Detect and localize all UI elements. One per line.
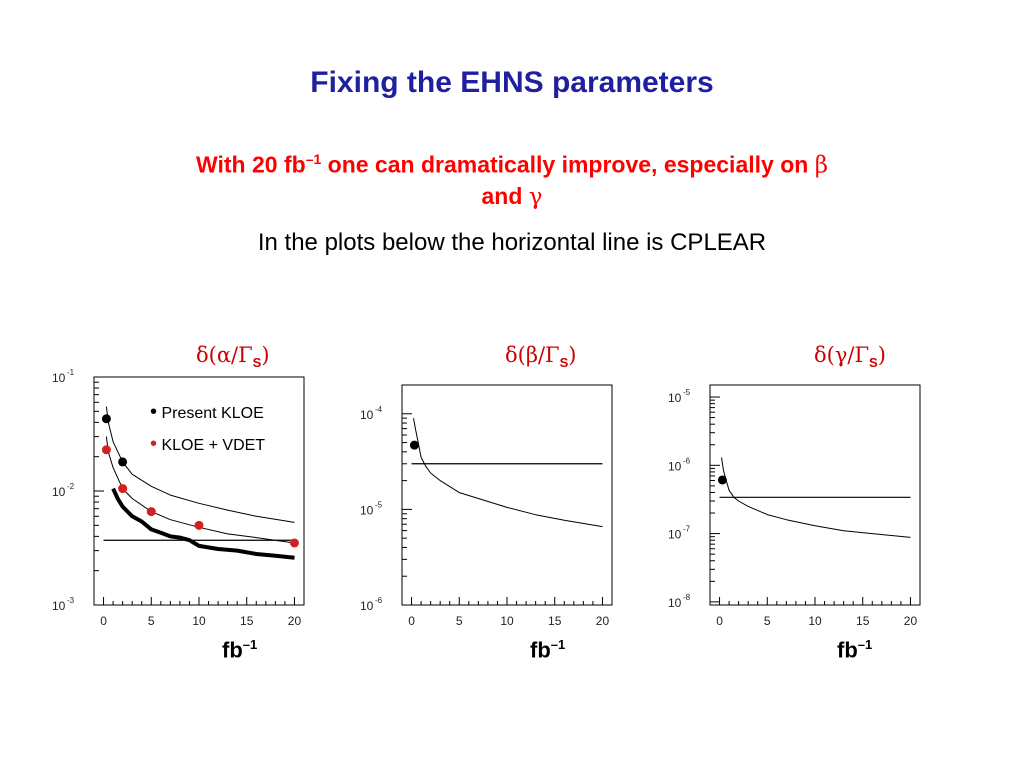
subtitle-prefix: With 20 fb (196, 151, 306, 178)
legend-kloe-vdet: • KLOE + VDET (150, 433, 266, 455)
kloe-vdet-point (101, 445, 111, 455)
y-tick-label: 10 (52, 599, 66, 613)
subtitle-and: and (481, 182, 529, 209)
slide-subtitle: With 20 fb–1 one can dramatically improv… (60, 144, 964, 212)
xunit-beta-sup: –1 (550, 637, 566, 652)
y-tick-exponent: -6 (683, 456, 691, 465)
xunit-gamma: fb–1 (837, 637, 872, 663)
subtitle-beta: β (814, 152, 828, 179)
kloe-vdet-point (289, 538, 299, 548)
x-tick-label: 5 (764, 614, 771, 628)
present-kloe-point (101, 414, 111, 424)
y-tick-label: 10 (668, 391, 682, 405)
x-tick-label: 20 (904, 614, 918, 628)
plot-label-gamma-sub: S (869, 355, 878, 371)
projection-curve (105, 406, 295, 523)
y-tick-label: 10 (52, 371, 66, 385)
y-tick-exponent: -5 (683, 388, 691, 397)
plot-frame (709, 384, 921, 606)
xunit-alpha: fb–1 (222, 637, 257, 663)
y-tick-label: 10 (52, 485, 66, 499)
xunit-gamma-base: fb (837, 637, 858, 663)
x-tick-label: 0 (100, 614, 107, 628)
y-tick-label: 10 (360, 599, 374, 613)
legend-kloe-vdet-label: KLOE + VDET (161, 437, 266, 454)
subtitle-sup: –1 (305, 151, 322, 167)
legend-present-kloe: • Present KLOE (150, 401, 264, 423)
xunit-beta-base: fb (530, 637, 551, 663)
chart-gamma: 10 -510 -610 -710 -80 5 10 15 20 (668, 384, 921, 628)
chart-alpha: 10 -110 -210 -30 5 10 15 20 (52, 368, 305, 628)
y-tick-label: 10 (668, 528, 682, 542)
plot-label-beta-sub: S (559, 355, 569, 371)
x-tick-label: 5 (148, 614, 155, 628)
x-tick-label: 15 (240, 614, 254, 628)
y-tick-exponent: -3 (67, 596, 75, 605)
legend-red-dot-icon: • (150, 433, 158, 455)
x-tick-label: 15 (856, 614, 870, 628)
x-tick-label: 10 (192, 614, 206, 628)
subtitle-suffix: one can dramatically improve, especially… (321, 151, 815, 178)
present-kloe-point (409, 440, 419, 450)
chart-beta: 10 -410 -510 -60 5 10 15 20 (360, 384, 613, 628)
thick-projection-curve (111, 487, 295, 560)
y-tick-exponent: -5 (375, 500, 383, 509)
plot-label-gamma: δ(γ/ΓS) (814, 343, 886, 370)
x-tick-label: 10 (808, 614, 822, 628)
y-tick-label: 10 (668, 596, 682, 610)
legend-black-dot-icon: • (150, 401, 158, 423)
x-tick-label: 0 (716, 614, 723, 628)
plot-label-alpha-main: δ(α/Γ (196, 343, 253, 367)
plot-frame (401, 384, 613, 606)
x-tick-label: 20 (288, 614, 302, 628)
present-kloe-point (118, 457, 128, 467)
y-tick-exponent: -8 (683, 593, 691, 602)
x-tick-label: 5 (456, 614, 463, 628)
plot-label-alpha: δ(α/ΓS) (196, 343, 270, 370)
y-tick-exponent: -6 (375, 596, 383, 605)
legend-present-kloe-label: Present KLOE (161, 405, 264, 422)
plot-label-gamma-close: ) (877, 343, 886, 367)
subtitle-gamma: γ (528, 183, 543, 210)
kloe-vdet-point (194, 520, 204, 530)
kloe-vdet-point (146, 507, 156, 517)
xunit-gamma-sup: –1 (857, 637, 873, 652)
plot-label-alpha-close: ) (261, 343, 270, 367)
plot-label-alpha-sub: S (252, 355, 262, 371)
y-tick-exponent: -7 (683, 525, 691, 534)
y-tick-exponent: -4 (375, 405, 383, 414)
slide-title: Fixing the EHNS parameters (310, 66, 714, 99)
present-kloe-point (717, 475, 727, 485)
xunit-alpha-base: fb (222, 637, 243, 663)
x-tick-label: 0 (408, 614, 415, 628)
y-tick-exponent: -2 (67, 482, 75, 491)
xunit-alpha-sup: –1 (242, 637, 258, 652)
x-tick-label: 20 (596, 614, 610, 628)
xunit-beta: fb–1 (530, 637, 565, 663)
cplear-note: In the plots below the horizontal line i… (257, 229, 767, 256)
plot-label-beta: δ(β/ΓS) (505, 343, 577, 370)
y-tick-label: 10 (668, 459, 682, 473)
y-tick-label: 10 (360, 408, 374, 422)
x-tick-label: 15 (548, 614, 562, 628)
plot-label-gamma-main: δ(γ/Γ (814, 343, 870, 367)
y-tick-label: 10 (360, 503, 374, 517)
kloe-vdet-point (118, 484, 128, 494)
plot-label-beta-close: ) (568, 343, 577, 367)
projection-curve (413, 418, 603, 528)
plot-label-beta-main: δ(β/Γ (505, 343, 560, 367)
x-tick-label: 10 (500, 614, 514, 628)
y-tick-exponent: -1 (67, 368, 75, 377)
